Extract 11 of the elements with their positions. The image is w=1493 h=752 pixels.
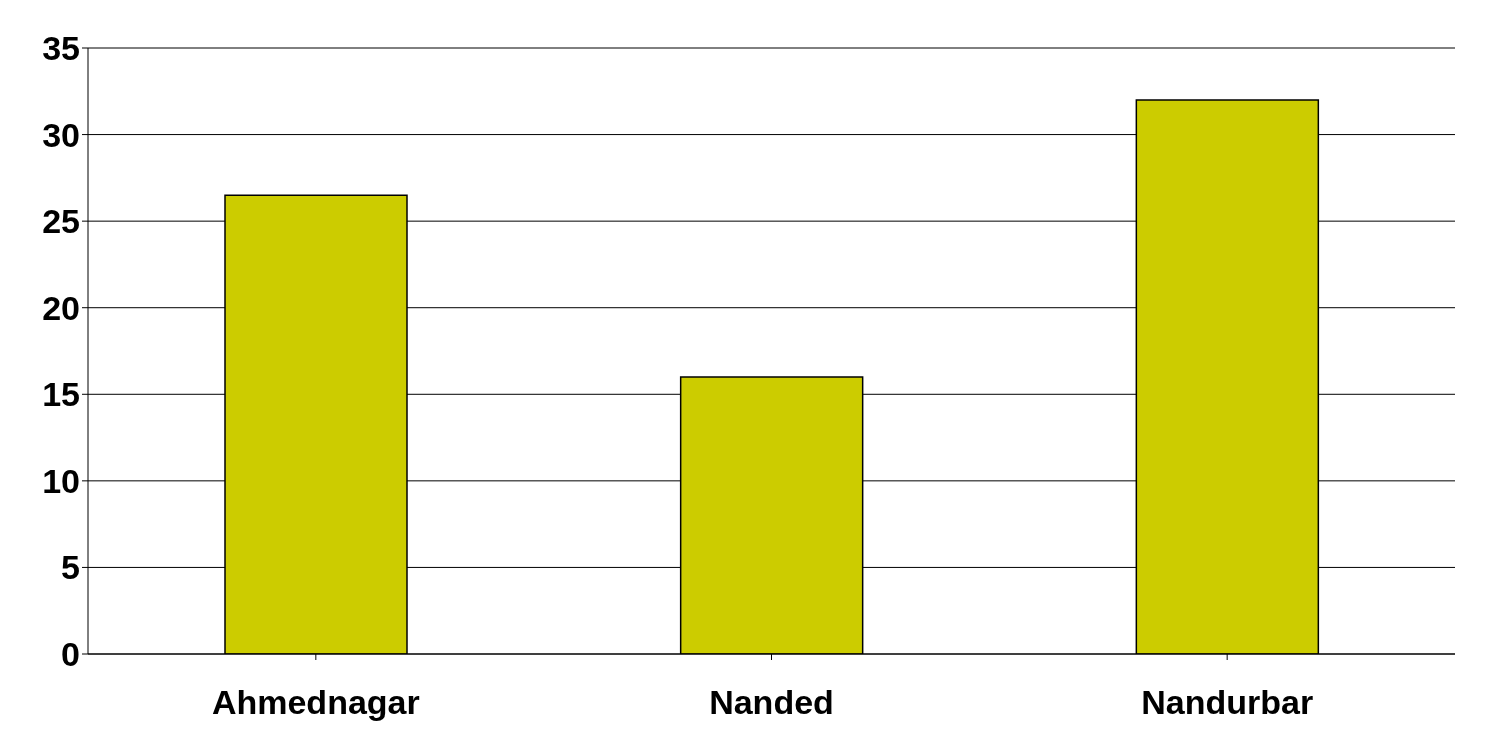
y-tick-label: 25 [42,202,80,241]
x-tick-label: Nanded [709,683,834,722]
x-tick-label: Nandurbar [1141,683,1314,722]
x-tick-label: Ahmednagar [211,683,420,722]
y-tick-label: 20 [42,288,80,327]
y-tick-label: 30 [42,115,80,154]
y-tick-label: 0 [61,635,80,674]
y-tick-label: 15 [42,375,80,414]
y-tick-label: 5 [61,548,80,587]
y-tick-label: 10 [42,461,80,500]
y-tick-label: 35 [42,29,80,68]
